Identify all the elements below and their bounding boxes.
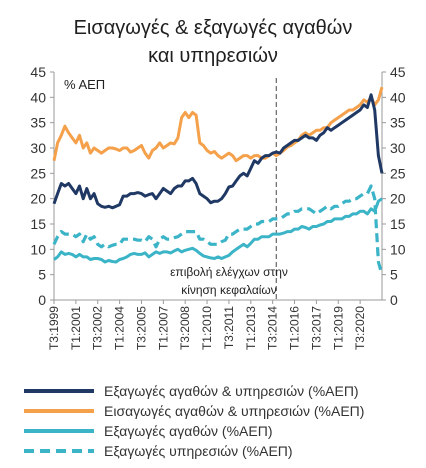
x-tick-label: T3:2008 xyxy=(178,306,192,350)
x-tick-label: T1:2001 xyxy=(69,306,83,350)
x-tick-label: T3:2002 xyxy=(91,306,105,350)
legend-item-services-exports: Εξαγωγές υπηρεσιών (%ΑΕΠ) xyxy=(24,443,293,459)
y-tick-label-right: 5 xyxy=(390,267,398,283)
y-tick-label-right: 10 xyxy=(390,241,406,257)
x-tick-label: T1:2004 xyxy=(113,306,127,350)
x-tick-label: T1:2010 xyxy=(200,306,214,350)
x-tick-label: T3:2005 xyxy=(134,306,148,350)
y-tick-label-left: 0 xyxy=(38,292,46,308)
y-tick-label-right: 20 xyxy=(390,191,406,207)
legend-item-goods-exports: Εξαγωγές αγαθών (%ΑΕΠ) xyxy=(24,423,273,439)
exports-total-line xyxy=(52,93,384,210)
annotation-line-1: επιβολή ελέγχων στην xyxy=(170,265,288,279)
unit-label: % ΑΕΠ xyxy=(64,77,105,92)
x-tick-label: T3:2014 xyxy=(266,306,280,350)
y-axis-right: 0 5 10 15 20 25 30 35 40 45 xyxy=(381,64,406,308)
legend-label: Εισαγωγές αγαθών & υπηρεσιών (%ΑΕΠ) xyxy=(104,403,364,419)
legend-label: Εξαγωγές αγαθών (%ΑΕΠ) xyxy=(104,423,273,439)
y-tick-label-left: 15 xyxy=(30,216,46,232)
y-tick-label-right: 40 xyxy=(390,89,406,105)
y-tick-label-left: 20 xyxy=(30,191,46,207)
y-tick-label-left: 5 xyxy=(38,267,46,283)
chart-title-line-2: και υπηρεσιών xyxy=(148,45,278,67)
y-tick-label-right: 35 xyxy=(390,115,406,131)
x-tick-label: T1:2013 xyxy=(244,306,258,350)
y-tick-label-right: 45 xyxy=(390,64,406,80)
y-tick-label-right: 0 xyxy=(390,292,398,308)
annotation-line-2: κίνηση κεφαλαίων xyxy=(181,283,277,297)
x-tick-label: T1:2019 xyxy=(331,306,345,350)
legend-item-exports-total: Εξαγωγές αγαθών & υπηρεσιών (%ΑΕΠ) xyxy=(24,383,359,399)
x-axis: T3:1999 T1:2001 T3:2002 T1:2004 T3:2005 T1:20… xyxy=(47,299,382,350)
x-tick-label: T1:2016 xyxy=(288,306,302,350)
y-tick-label-left: 35 xyxy=(30,115,46,131)
goods-exports-line xyxy=(53,197,383,264)
x-tick-label: T3:1999 xyxy=(47,306,61,350)
y-axis-left: 0 5 10 15 20 25 30 35 40 45 xyxy=(30,64,55,308)
imports-total-line xyxy=(52,86,384,163)
x-tick-label: T3:2017 xyxy=(309,306,323,350)
x-tick-label: T3:2011 xyxy=(222,306,236,349)
y-tick-label-left: 25 xyxy=(30,165,46,181)
legend-label: Εξαγωγές υπηρεσιών (%ΑΕΠ) xyxy=(104,443,293,459)
x-tick-label: T1:2007 xyxy=(156,306,170,350)
services-exports-line xyxy=(52,184,384,276)
legend-item-imports-total: Εισαγωγές αγαθών & υπηρεσιών (%ΑΕΠ) xyxy=(24,403,364,419)
y-tick-label-right: 30 xyxy=(390,140,406,156)
y-tick-label-left: 10 xyxy=(30,241,46,257)
chart-title-line-1: Εισαγωγές & εξαγωγές αγαθών xyxy=(74,17,353,39)
y-tick-label-left: 40 xyxy=(30,89,46,105)
y-tick-label-right: 25 xyxy=(390,165,406,181)
x-tick-label: T3:2020 xyxy=(353,306,367,350)
legend: Εξαγωγές αγαθών & υπηρεσιών (%ΑΕΠ) Εισαγω… xyxy=(24,383,364,459)
y-tick-label-right: 15 xyxy=(390,216,406,232)
series-group xyxy=(52,86,384,276)
y-tick-label-left: 30 xyxy=(30,140,46,156)
legend-label: Εξαγωγές αγαθών & υπηρεσιών (%ΑΕΠ) xyxy=(104,383,359,399)
y-tick-label-left: 45 xyxy=(30,64,46,80)
